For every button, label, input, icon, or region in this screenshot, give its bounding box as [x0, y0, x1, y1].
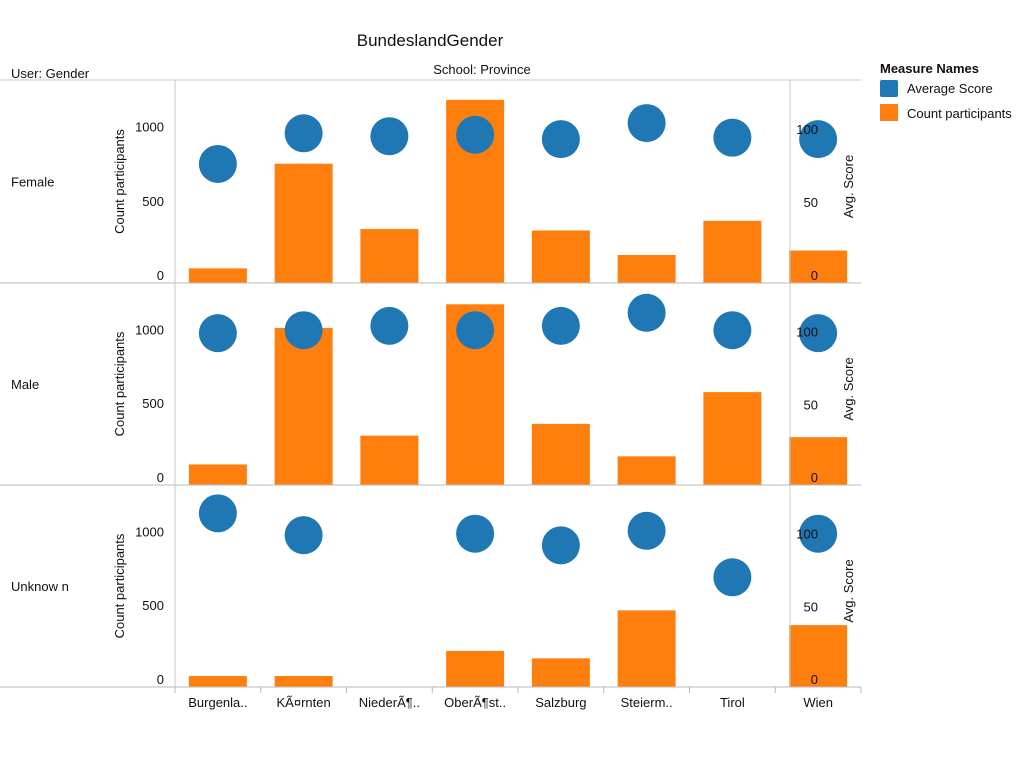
- point-average-score: [198, 144, 237, 183]
- row-header: User: Gender: [11, 66, 90, 81]
- bar-count-participants: [188, 464, 247, 485]
- point-average-score: [541, 120, 580, 159]
- x-tick-label: Burgenla..: [188, 695, 247, 710]
- row-label: Female: [11, 175, 54, 190]
- bar-count-participants: [789, 625, 848, 687]
- legend-label-average-score: Average Score: [907, 81, 993, 96]
- right-tick-label: 50: [804, 195, 818, 210]
- left-tick-label: 1000: [135, 322, 164, 337]
- x-tick-label: NiederÃ¶..: [359, 695, 420, 710]
- bar-count-participants: [617, 610, 676, 687]
- legend-swatch-average-score: [880, 80, 898, 97]
- bar-count-participants: [360, 228, 419, 283]
- x-tick-label: KÃ¤rnten: [277, 695, 331, 710]
- row-label: Unknow n: [11, 579, 69, 594]
- bar-count-participants: [531, 658, 590, 687]
- x-tick-label: Salzburg: [535, 695, 586, 710]
- panel-unknow-n: Unknow n 0 500 1000 0 50 100 Count participants…: [0, 494, 861, 688]
- x-tick-label: Steierm..: [621, 695, 673, 710]
- right-tick-label: 100: [796, 527, 818, 542]
- chart-title: BundeslandGender: [357, 31, 504, 50]
- point-average-score: [284, 311, 323, 350]
- point-average-score: [713, 311, 752, 350]
- bar-count-participants: [703, 392, 762, 485]
- legend-label-count-participants: Count participants: [907, 106, 1012, 121]
- point-average-score: [284, 516, 323, 555]
- left-tick-label: 500: [142, 194, 164, 209]
- bar-count-participants: [531, 423, 590, 485]
- x-axis: Burgenla.. KÃ¤rnten NiederÃ¶.. OberÃ¶st.. Sa…: [174, 687, 862, 710]
- panel-female: Female 0 500 1000 0 50 100 Count participants Av…: [0, 99, 861, 284]
- left-axis-title: Count participants: [112, 129, 127, 234]
- right-tick-label: 0: [811, 268, 818, 283]
- point-average-score: [799, 120, 838, 159]
- right-tick-label: 100: [796, 325, 818, 340]
- bar-count-participants: [617, 456, 676, 485]
- panel-male: Male 0 500 1000 0 50 100 Count participants Avg.…: [0, 293, 861, 486]
- point-average-score: [713, 118, 752, 157]
- left-tick-label: 0: [157, 268, 164, 283]
- point-average-score: [627, 293, 666, 332]
- point-average-score: [627, 511, 666, 550]
- bar-count-participants: [789, 437, 848, 485]
- point-average-score: [541, 306, 580, 345]
- bar-count-participants: [789, 250, 848, 283]
- bar-count-participants: [274, 163, 333, 283]
- point-average-score: [284, 114, 323, 153]
- column-header: School: Province: [433, 62, 531, 77]
- point-average-score: [799, 514, 838, 553]
- row-label: Male: [11, 377, 39, 392]
- right-axis-title: Avg. Score: [841, 559, 856, 622]
- point-average-score: [456, 115, 495, 154]
- bar-count-participants: [360, 435, 419, 485]
- point-average-score: [713, 558, 752, 597]
- point-average-score: [198, 314, 237, 353]
- point-average-score: [370, 117, 409, 156]
- bar-count-participants: [531, 230, 590, 283]
- point-average-score: [541, 526, 580, 565]
- right-tick-label: 50: [804, 599, 818, 614]
- legend-swatch-count-participants: [880, 104, 898, 121]
- right-axis-title: Avg. Score: [841, 155, 856, 218]
- legend-title: Measure Names: [880, 61, 979, 76]
- left-tick-label: 1000: [135, 120, 164, 135]
- left-tick-label: 1000: [135, 524, 164, 539]
- point-average-score: [456, 514, 495, 553]
- left-axis-title: Count participants: [112, 331, 127, 436]
- x-tick-label: Wien: [803, 695, 833, 710]
- bar-count-participants: [703, 220, 762, 283]
- left-tick-label: 0: [157, 672, 164, 687]
- right-tick-label: 0: [811, 470, 818, 485]
- x-tick-label: Tirol: [720, 695, 745, 710]
- bar-count-participants: [446, 650, 505, 687]
- left-tick-label: 0: [157, 470, 164, 485]
- bar-count-participants: [617, 254, 676, 283]
- left-tick-label: 500: [142, 396, 164, 411]
- right-tick-label: 0: [811, 672, 818, 687]
- right-axis-title: Avg. Score: [841, 357, 856, 420]
- bar-count-participants: [188, 268, 247, 283]
- legend: Measure Names Average Score Count partic…: [880, 61, 1012, 121]
- point-average-score: [799, 314, 838, 353]
- x-tick-label: OberÃ¶st..: [444, 695, 506, 710]
- point-average-score: [370, 306, 409, 345]
- right-tick-label: 50: [804, 397, 818, 412]
- left-tick-label: 500: [142, 598, 164, 613]
- point-average-score: [456, 311, 495, 350]
- point-average-score: [627, 104, 666, 143]
- bar-count-participants: [188, 676, 247, 687]
- left-axis-title: Count participants: [112, 533, 127, 638]
- point-average-score: [198, 494, 237, 533]
- right-tick-label: 100: [796, 122, 818, 137]
- bar-count-participants: [274, 327, 333, 485]
- bar-count-participants: [274, 676, 333, 687]
